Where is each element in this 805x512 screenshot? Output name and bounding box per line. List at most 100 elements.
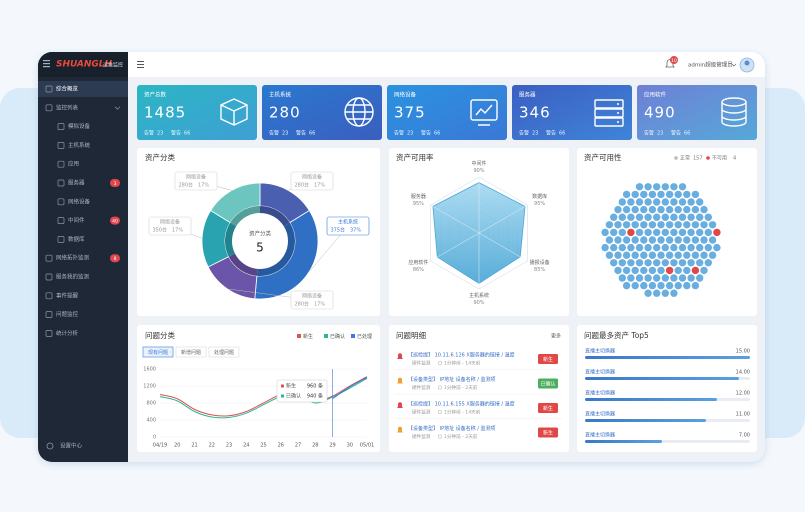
asset-dot: [644, 213, 652, 221]
logo: SHUANGLH: [56, 60, 113, 70]
asset-dot: [635, 198, 644, 206]
callout-count: 280台: [294, 182, 309, 189]
asset-dot: [657, 221, 665, 229]
menu-item[interactable]: 网络设备: [68, 197, 91, 205]
problem-time: 1分钟前 - 14天前: [444, 360, 481, 367]
user-name[interactable]: admin超级管理员: [688, 61, 733, 69]
bar-value: 14.00: [736, 370, 750, 376]
asset-dot: [674, 236, 682, 244]
asset-dot: [665, 221, 674, 229]
problem-title[interactable]: 【巡检提】 10.11.6.155 X服务器的链接 / 温度: [408, 401, 515, 408]
radar-label: 服务器: [411, 193, 426, 200]
x-tick-label: 29: [329, 443, 335, 449]
asset-dot: [631, 190, 639, 199]
menu-item[interactable]: 综合概览: [56, 85, 79, 93]
bar-label: 直播主切换器: [585, 432, 615, 439]
asset-dot: [614, 205, 622, 214]
kpi-alarm-label: 告警: [394, 130, 404, 137]
menu-item[interactable]: 监控列表: [56, 103, 79, 111]
menu-item[interactable]: 服务我的监测: [56, 273, 90, 281]
alert-icon: [397, 377, 403, 384]
asset-dot: [648, 221, 657, 229]
legend-swatch: [324, 334, 328, 338]
asset-dot: [670, 243, 678, 252]
asset-dot: [653, 183, 661, 191]
problem-source: 硬件监测: [412, 360, 431, 367]
radar-label: 数据库: [532, 193, 547, 200]
kpi-warn-label: 警告: [671, 130, 681, 137]
menu-item[interactable]: 应用: [68, 160, 79, 168]
tab[interactable]: [142, 346, 174, 358]
asset-dot: [704, 259, 712, 267]
tab-label[interactable]: 新增问题: [181, 349, 201, 356]
asset-dot: [687, 198, 695, 206]
asset-dot: [691, 205, 700, 214]
tab[interactable]: [208, 346, 240, 358]
asset-dot: [683, 266, 691, 275]
x-tick-label: 23: [226, 443, 232, 449]
bar: [585, 440, 662, 443]
asset-dot: [635, 274, 644, 282]
menu-item[interactable]: 事件提醒: [56, 291, 79, 299]
problem-title[interactable]: 【设备类型】 IP地址 设备名称 / 监测项: [408, 425, 496, 432]
toggle-icon: [137, 61, 144, 62]
kpi-warn: 66: [434, 131, 440, 137]
kpi-warn: 66: [309, 131, 315, 137]
asset-dot: [644, 183, 652, 191]
problem-title[interactable]: 【设备类型】 IP地址 设备名称 / 监测项: [408, 376, 496, 383]
asset-dot: [665, 236, 674, 244]
asset-dot: [601, 243, 609, 252]
x-tick-label: 26: [278, 443, 284, 449]
kpi-title: 主机系统: [269, 91, 292, 99]
center-label: 资产分类: [249, 230, 272, 238]
menu-item[interactable]: 统计分析: [56, 329, 79, 337]
asset-dot: [678, 243, 687, 252]
problem-source: 硬件监测: [412, 433, 431, 440]
asset-dot: [696, 243, 704, 252]
server-led: [617, 112, 619, 114]
tab[interactable]: [175, 346, 207, 358]
tab-label[interactable]: 现有问题: [148, 349, 168, 356]
tooltip: [276, 379, 328, 403]
menu-icon: [57, 123, 65, 130]
menu-item[interactable]: 服务器: [68, 179, 85, 187]
asset-dot: [640, 251, 648, 259]
problem-title[interactable]: 【巡检提】 10.11.6.126 X服务器的链接 / 温度: [408, 352, 515, 359]
asset-dot: [691, 221, 700, 229]
kpi-alarm: 23: [282, 131, 288, 137]
kpi-value: 375: [394, 104, 426, 122]
menu-icon: [43, 66, 50, 68]
menu-item[interactable]: 中间件: [68, 216, 85, 224]
tab-label[interactable]: 处理问题: [214, 349, 234, 356]
kpi-title: 服务器: [519, 91, 536, 99]
menu-item[interactable]: 问题监控: [56, 310, 79, 318]
radar-value: 90%: [473, 300, 484, 306]
problem-time: 1分钟前 - 2天前: [444, 384, 478, 391]
callout: [148, 216, 192, 236]
asset-dot: [674, 221, 682, 229]
badge-count: 40: [112, 218, 118, 224]
menu-item[interactable]: 主机系统: [68, 141, 91, 149]
panel-title: 问题最多资产 Top5: [584, 330, 649, 340]
menu-item[interactable]: 网络拓扑监测: [56, 254, 90, 262]
asset-dot: [618, 213, 626, 221]
menu-item[interactable]: 模拟设备: [68, 122, 91, 130]
asset-dot: [635, 213, 644, 221]
bar-value: 15.00: [736, 349, 750, 355]
menu-item[interactable]: 数据库: [68, 235, 85, 243]
more-link[interactable]: 更多: [551, 333, 561, 340]
asset-dot: [661, 228, 669, 237]
radar-axis: [430, 232, 480, 262]
badge: [110, 254, 120, 263]
globe-icon: [345, 104, 373, 120]
status-label: 已确认: [540, 380, 555, 387]
radar-value: 90%: [473, 168, 484, 174]
asset-dot: [648, 266, 657, 275]
asset-dot: [713, 243, 721, 252]
bar: [585, 377, 739, 380]
asset-dot: [657, 236, 665, 244]
asset-dot: [661, 289, 669, 297]
asset-dot: [670, 259, 678, 267]
sidebar-footer[interactable]: 设置中心: [60, 442, 83, 450]
server-icon: [594, 108, 624, 118]
